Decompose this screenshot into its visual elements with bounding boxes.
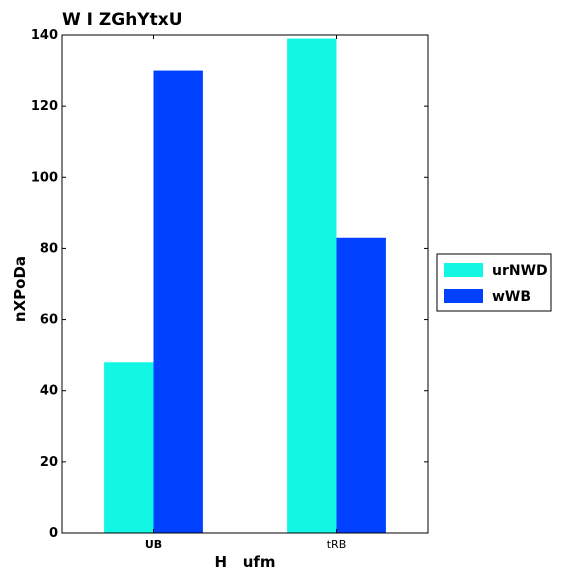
y-tick-label: 60 xyxy=(40,313,58,328)
legend-swatch-wWB xyxy=(444,289,483,303)
x-tick-label: tRB xyxy=(327,538,347,551)
bar-urNWD-UB xyxy=(104,362,154,533)
bar-wWB-UB xyxy=(153,70,203,534)
plot-area xyxy=(61,34,429,534)
y-tick-label: 40 xyxy=(40,384,58,399)
plot-frame xyxy=(61,34,429,534)
legend-label-wWB: wWB xyxy=(492,289,531,305)
x-tick-label: UB xyxy=(145,538,162,551)
y-tick-label: 0 xyxy=(49,526,58,541)
y-axis-label: nXPoDa xyxy=(11,256,29,322)
x-axis: UB tRB xyxy=(145,35,346,551)
y-tick-label: 20 xyxy=(40,455,58,470)
y-tick-label: 120 xyxy=(31,99,58,114)
y-axis: 0 20 40 60 80 100 120 140 xyxy=(31,28,428,541)
y-tick-label: 140 xyxy=(31,28,58,43)
legend-label-urNWD: urNWD xyxy=(492,263,548,279)
bar-wWB-tRB xyxy=(336,237,386,533)
y-tick-label: 80 xyxy=(40,241,58,256)
y-tick-label: 100 xyxy=(31,170,58,185)
bar-urNWD-tRB xyxy=(287,38,337,534)
legend-swatch-urNWD xyxy=(444,263,483,277)
x-axis-label: H ufm xyxy=(214,553,275,571)
legend: urNWD wWB xyxy=(436,253,552,312)
chart-title: W I ZGhYtxU xyxy=(62,10,183,30)
